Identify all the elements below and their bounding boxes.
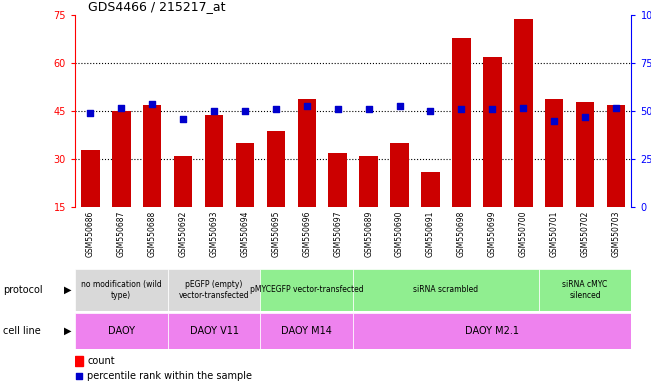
Bar bbox=[75, 313, 168, 349]
Text: GSM550690: GSM550690 bbox=[395, 210, 404, 257]
Text: percentile rank within the sample: percentile rank within the sample bbox=[87, 371, 253, 381]
Bar bbox=[452, 38, 471, 255]
Text: GSM550698: GSM550698 bbox=[457, 210, 466, 257]
Point bbox=[580, 114, 590, 120]
Bar bbox=[353, 269, 539, 311]
Bar bbox=[329, 153, 347, 255]
Bar bbox=[143, 105, 161, 255]
Point bbox=[178, 116, 188, 122]
Bar bbox=[267, 131, 285, 255]
Bar bbox=[168, 269, 260, 311]
Text: DAOY M2.1: DAOY M2.1 bbox=[465, 326, 519, 336]
Point bbox=[395, 103, 405, 109]
Text: GSM550691: GSM550691 bbox=[426, 210, 435, 257]
Bar bbox=[359, 156, 378, 255]
Text: count: count bbox=[87, 356, 115, 366]
Text: GSM550688: GSM550688 bbox=[148, 210, 157, 257]
Text: DAOY V11: DAOY V11 bbox=[189, 326, 238, 336]
Bar bbox=[236, 143, 254, 255]
Bar bbox=[539, 269, 631, 311]
Text: GSM550693: GSM550693 bbox=[210, 210, 219, 257]
Text: GSM550702: GSM550702 bbox=[581, 210, 590, 257]
Point bbox=[363, 106, 374, 113]
Text: GDS4466 / 215217_at: GDS4466 / 215217_at bbox=[88, 0, 225, 13]
Text: protocol: protocol bbox=[3, 285, 43, 295]
Bar bbox=[168, 313, 260, 349]
Text: GSM550700: GSM550700 bbox=[519, 210, 528, 257]
Point bbox=[271, 106, 281, 113]
Text: siRNA scrambled: siRNA scrambled bbox=[413, 285, 478, 295]
Text: DAOY M14: DAOY M14 bbox=[281, 326, 332, 336]
Text: no modification (wild
type): no modification (wild type) bbox=[81, 280, 161, 300]
Text: GSM550687: GSM550687 bbox=[117, 210, 126, 257]
Text: siRNA cMYC
silenced: siRNA cMYC silenced bbox=[562, 280, 608, 300]
Point bbox=[240, 108, 250, 114]
Bar bbox=[545, 99, 563, 255]
Text: DAOY: DAOY bbox=[108, 326, 135, 336]
Point bbox=[116, 104, 126, 111]
Point bbox=[74, 372, 84, 379]
Text: GSM550694: GSM550694 bbox=[240, 210, 249, 257]
Bar bbox=[514, 18, 533, 255]
Text: GSM550703: GSM550703 bbox=[611, 210, 620, 257]
Text: GSM550697: GSM550697 bbox=[333, 210, 342, 257]
Bar bbox=[260, 313, 353, 349]
Bar bbox=[575, 102, 594, 255]
Text: ▶: ▶ bbox=[64, 326, 72, 336]
Point bbox=[425, 108, 436, 114]
Bar bbox=[298, 99, 316, 255]
Text: GSM550701: GSM550701 bbox=[549, 210, 559, 257]
Text: GSM550696: GSM550696 bbox=[302, 210, 311, 257]
Bar bbox=[353, 313, 631, 349]
Text: cell line: cell line bbox=[3, 326, 41, 336]
Text: pMYCEGFP vector-transfected: pMYCEGFP vector-transfected bbox=[250, 285, 364, 295]
Bar bbox=[483, 57, 501, 255]
Bar bbox=[75, 269, 168, 311]
Bar bbox=[205, 114, 223, 255]
Text: GSM550686: GSM550686 bbox=[86, 210, 95, 257]
Text: GSM550695: GSM550695 bbox=[271, 210, 281, 257]
Bar bbox=[112, 111, 130, 255]
Point bbox=[85, 110, 96, 116]
Text: ▶: ▶ bbox=[64, 285, 72, 295]
Bar bbox=[75, 356, 83, 366]
Point bbox=[549, 118, 559, 124]
Text: GSM550699: GSM550699 bbox=[488, 210, 497, 257]
Bar bbox=[81, 150, 100, 255]
Point bbox=[147, 101, 158, 107]
Point bbox=[487, 106, 497, 113]
Bar bbox=[174, 156, 193, 255]
Point bbox=[209, 108, 219, 114]
Bar bbox=[607, 105, 625, 255]
Point bbox=[333, 106, 343, 113]
Text: GSM550692: GSM550692 bbox=[178, 210, 187, 257]
Point bbox=[301, 103, 312, 109]
Point bbox=[518, 104, 529, 111]
Bar bbox=[421, 172, 440, 255]
Bar bbox=[391, 143, 409, 255]
Point bbox=[456, 106, 467, 113]
Bar bbox=[260, 269, 353, 311]
Text: pEGFP (empty)
vector-transfected: pEGFP (empty) vector-transfected bbox=[179, 280, 249, 300]
Point bbox=[611, 104, 621, 111]
Text: GSM550689: GSM550689 bbox=[364, 210, 373, 257]
